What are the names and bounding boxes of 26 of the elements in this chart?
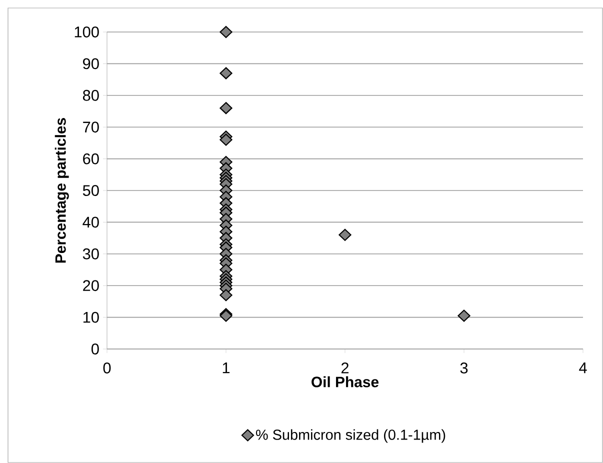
x-tick-label: 3 [460,362,468,374]
y-tick-label: 80 [82,90,99,101]
y-tick-label: 0 [92,344,99,354]
x-tick-label: 4 [579,362,587,374]
x-tick-label: 1 [222,362,230,374]
y-tick-label: 60 [83,153,99,164]
y-tick-label: 100 [74,26,99,38]
point [220,134,232,146]
y-tick-label: 90 [83,58,99,70]
point [220,26,232,38]
x-tick-label: 0 [103,362,111,374]
x-tick-label: 2 [341,362,349,374]
y-tick-label: 10 [83,312,99,323]
y-axis-title: Percentage particles [54,118,69,263]
y-tick-label: 70 [83,122,99,133]
point [458,310,470,322]
point [220,67,232,80]
point [220,289,232,302]
y-tick-label: 50 [82,185,99,196]
y-tick-label: 20 [83,280,99,292]
x-axis-title: Oil Phase [312,376,379,388]
legend-label: % Submicron sized (0.1-1µm) [256,429,446,443]
y-tick-label: 30 [82,248,99,260]
point [338,228,352,241]
point [220,102,232,114]
y-tick-label: 40 [82,216,99,228]
